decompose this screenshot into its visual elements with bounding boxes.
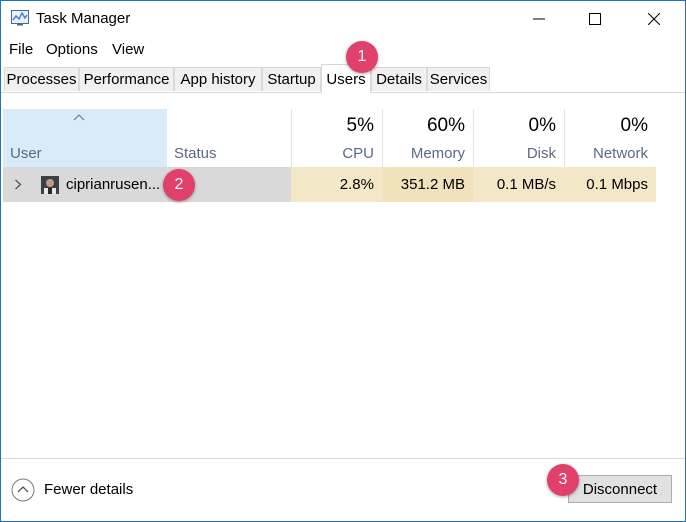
tab-label: Details xyxy=(376,71,422,88)
title-bar: Task Manager xyxy=(1,1,685,37)
column-header-cpu[interactable]: 5% CPU xyxy=(292,109,382,167)
column-divider xyxy=(473,109,474,167)
tab-details[interactable]: Details xyxy=(371,67,427,91)
column-divider xyxy=(291,109,292,167)
column-header-network[interactable]: 0% Network xyxy=(565,109,656,167)
menu-file[interactable]: File xyxy=(9,41,34,58)
minimize-button[interactable] xyxy=(510,1,568,37)
tab-processes[interactable]: Processes xyxy=(4,67,79,91)
column-label-network: Network xyxy=(592,145,648,162)
user-name: ciprianrusen... xyxy=(66,176,161,193)
maximize-icon xyxy=(589,13,601,25)
column-divider xyxy=(382,109,383,167)
tab-startup[interactable]: Startup xyxy=(262,67,321,91)
chevron-up-circle-icon[interactable] xyxy=(11,478,35,502)
annotation-badge: 2 xyxy=(163,169,195,201)
column-header-memory[interactable]: 60% Memory xyxy=(383,109,473,167)
disconnect-label: Disconnect xyxy=(582,480,658,498)
annotation-badge: 1 xyxy=(346,41,378,73)
window-title: Task Manager xyxy=(36,10,131,27)
column-header-user[interactable]: User xyxy=(3,109,167,167)
sort-up-icon xyxy=(73,114,85,121)
menu-options[interactable]: Options xyxy=(46,41,98,58)
tab-label: Users xyxy=(326,70,366,88)
column-label-user: User xyxy=(10,145,42,162)
menu-bar: File Options View xyxy=(1,38,685,62)
cpu-total: 5% xyxy=(346,115,374,136)
disk-total: 0% xyxy=(528,115,556,136)
cell-user: ciprianrusen... xyxy=(3,167,167,202)
cell-cpu: 2.8% xyxy=(291,167,382,202)
column-label-status: Status xyxy=(174,145,217,162)
network-total: 0% xyxy=(620,115,648,136)
column-label-disk: Disk xyxy=(526,145,556,162)
cell-network: 0.1 Mbps xyxy=(564,167,656,202)
close-icon xyxy=(648,13,660,25)
tab-label: Startup xyxy=(267,71,316,88)
memory-value: 351.2 MB xyxy=(400,176,465,193)
maximize-button[interactable] xyxy=(566,1,624,37)
chevron-right-icon[interactable] xyxy=(14,179,22,190)
tab-label: App history xyxy=(180,71,256,88)
column-label-cpu: CPU xyxy=(342,145,374,162)
tab-services[interactable]: Services xyxy=(427,67,490,91)
user-avatar-icon xyxy=(41,176,59,194)
tab-label: Performance xyxy=(83,71,170,88)
table-row[interactable]: ciprianrusen... 2.8% 351.2 MB 0.1 MB/s 0… xyxy=(1,167,685,203)
column-header-status[interactable]: Status xyxy=(167,109,291,167)
network-value: 0.1 Mbps xyxy=(586,176,648,193)
cpu-value: 2.8% xyxy=(339,176,374,193)
column-label-memory: Memory xyxy=(410,145,465,162)
table-header: User Status 5% CPU 60% Memory 0% Disk 0%… xyxy=(1,109,685,167)
footer-bar: Fewer details Disconnect xyxy=(1,458,685,521)
annotation-badge: 3 xyxy=(547,464,579,496)
tab-users[interactable]: Users xyxy=(321,64,371,93)
column-header-disk[interactable]: 0% Disk xyxy=(474,109,564,167)
tab-strip: Processes Performance App history Startu… xyxy=(1,64,685,93)
disconnect-button[interactable]: Disconnect xyxy=(568,475,672,503)
close-button[interactable] xyxy=(625,1,683,37)
tab-app-history[interactable]: App history xyxy=(174,67,262,91)
memory-total: 60% xyxy=(426,115,465,136)
tab-performance[interactable]: Performance xyxy=(79,67,174,91)
tab-label: Processes xyxy=(6,71,77,88)
cell-disk: 0.1 MB/s xyxy=(473,167,564,202)
fewer-details-link[interactable]: Fewer details xyxy=(44,481,134,498)
task-manager-icon xyxy=(11,10,29,26)
disk-value: 0.1 MB/s xyxy=(496,176,556,193)
cell-memory: 351.2 MB xyxy=(382,167,473,202)
menu-view[interactable]: View xyxy=(112,41,145,58)
minimize-icon xyxy=(533,18,545,20)
column-divider xyxy=(564,109,565,167)
tab-label: Services xyxy=(429,71,488,88)
